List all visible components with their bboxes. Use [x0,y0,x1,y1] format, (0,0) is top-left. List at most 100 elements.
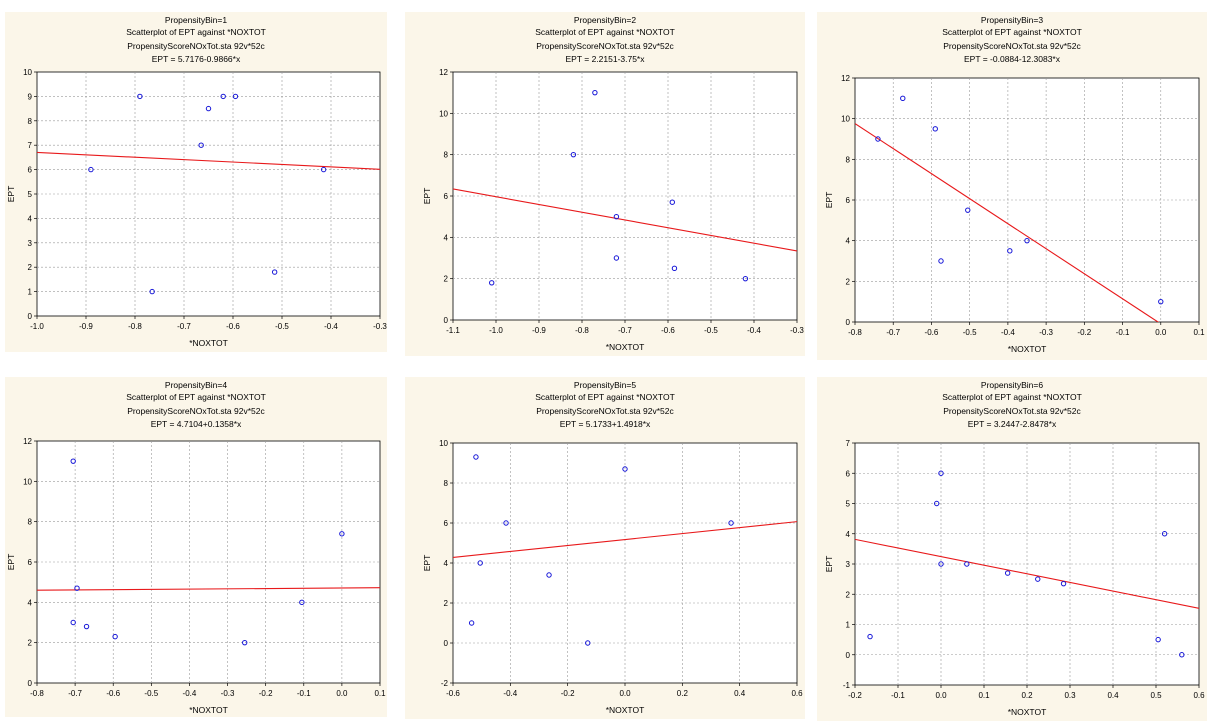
x-tick-label: -0.7 [177,322,191,331]
y-tick-label: 6 [846,469,851,478]
chart-source: PropensityScoreNOxTot.sta 92v*52c [127,41,265,51]
x-tick-label: -0.2 [561,689,575,698]
data-point [1060,580,1067,587]
data-point [938,470,944,476]
x-tick-label: -0.2 [1077,328,1091,337]
x-tick-label: -0.4 [324,322,338,331]
y-tick-label: 12 [841,74,850,83]
data-point [74,585,80,591]
x-tick-label: 0.2 [677,689,689,698]
chart-title: PropensityBin=4 [165,380,227,390]
chart-equation: EPT = 3.2447-2.8478*x [968,419,1057,429]
data-point [585,640,591,646]
y-tick-label: 7 [846,439,851,448]
regression-line [855,538,1199,609]
data-point [1024,237,1030,244]
chart-title: PropensityBin=2 [574,15,636,25]
x-tick-label: 0.1 [978,691,990,700]
data-point [320,166,327,173]
x-tick-label: -1.1 [446,326,460,335]
x-axis-label: *NOXTOT [1008,344,1047,354]
chart-panel-bin-1: PropensityBin=1 Scatterplot of EPT agains… [5,12,387,352]
chart-source: PropensityScoreNOxTot.sta 92v*52c [536,406,674,416]
x-tick-label: -0.6 [226,322,240,331]
data-point [938,258,944,264]
chart-panel-bin-6: PropensityBin=6 Scatterplot of EPT agains… [817,377,1207,721]
y-tick-label: 0 [28,679,33,688]
y-tick-label: 4 [444,559,449,568]
chart-title: PropensityBin=5 [574,380,636,390]
y-tick-label: 0 [28,312,33,321]
scatter-chart-bin-1: PropensityBin=1 Scatterplot of EPT agains… [6,15,387,348]
y-axis-label: EPT [824,556,834,573]
x-tick-label: -0.9 [79,322,93,331]
chart-subtitle: Scatterplot of EPT against *NOXTOT [126,392,266,402]
y-tick-label: 6 [444,192,449,201]
x-tick-label: -0.5 [275,322,289,331]
x-tick-label: -0.7 [886,328,900,337]
x-tick-label: -0.3 [373,322,387,331]
y-tick-label: 10 [23,477,32,486]
data-point [938,561,944,567]
x-axis-label: *NOXTOT [189,705,228,715]
chart-equation: EPT = 5.7176-0.9866*x [152,54,241,64]
y-tick-label: 6 [846,196,851,205]
y-tick-label: 4 [444,233,449,242]
y-tick-label: -1 [843,681,851,690]
y-tick-label: 2 [28,263,33,272]
chart-source: PropensityScoreNOxTot.sta 92v*52c [536,41,674,51]
data-point [70,458,76,464]
x-axis-label: *NOXTOT [606,342,645,352]
x-tick-label: -0.8 [128,322,142,331]
y-tick-label: 8 [444,479,449,488]
data-point [477,560,483,566]
x-axis-label: *NOXTOT [606,705,645,715]
y-tick-label: 4 [846,237,851,246]
chart-subtitle: Scatterplot of EPT against *NOXTOT [126,27,266,37]
y-tick-label: 2 [444,599,449,608]
x-tick-label: -0.6 [446,689,460,698]
data-point [742,275,749,282]
regression-line [453,188,797,252]
data-point [546,572,552,578]
x-tick-label: -0.7 [618,326,632,335]
x-tick-label: -1.0 [30,322,44,331]
y-tick-label: 1 [28,288,33,297]
x-tick-label: -0.5 [704,326,718,335]
x-tick-label: -0.4 [747,326,761,335]
chart-equation: EPT = 2.2151-3.75*x [566,54,646,64]
x-tick-label: -0.1 [297,689,311,698]
chart-title: PropensityBin=6 [981,380,1043,390]
data-point [592,89,598,96]
data-point [613,255,620,261]
y-tick-label: 4 [846,530,851,539]
data-point [137,93,143,100]
data-point [613,213,620,220]
y-tick-label: 2 [28,639,33,648]
y-tick-label: 6 [444,519,449,528]
data-point [489,280,495,286]
y-tick-label: 9 [28,92,33,101]
data-point [964,561,970,567]
scatter-chart-bin-2: PropensityBin=2 Scatterplot of EPT agains… [422,15,804,352]
y-tick-label: 5 [28,190,33,199]
data-point [473,454,479,460]
y-tick-label: 4 [28,214,33,223]
y-tick-label: 8 [28,518,33,527]
x-tick-label: -0.3 [221,689,235,698]
x-tick-label: -0.1 [891,691,905,700]
x-tick-label: 0.0 [336,689,348,698]
x-tick-label: 0.0 [1155,328,1167,337]
x-tick-label: -0.2 [259,689,273,698]
x-tick-label: 0.0 [935,691,947,700]
y-tick-label: 12 [23,437,32,446]
scatter-chart-bin-4: PropensityBin=4 Scatterplot of EPT agains… [6,380,386,715]
data-point [671,265,678,272]
data-point [900,95,906,102]
y-tick-label: 0 [444,316,449,325]
chart-source: PropensityScoreNOxTot.sta 92v*52c [943,406,1081,416]
y-tick-label: 6 [28,558,33,567]
data-point [934,500,940,507]
chart-panel-bin-5: PropensityBin=5 Scatterplot of EPT agains… [405,377,805,719]
y-tick-label: 4 [28,598,33,607]
